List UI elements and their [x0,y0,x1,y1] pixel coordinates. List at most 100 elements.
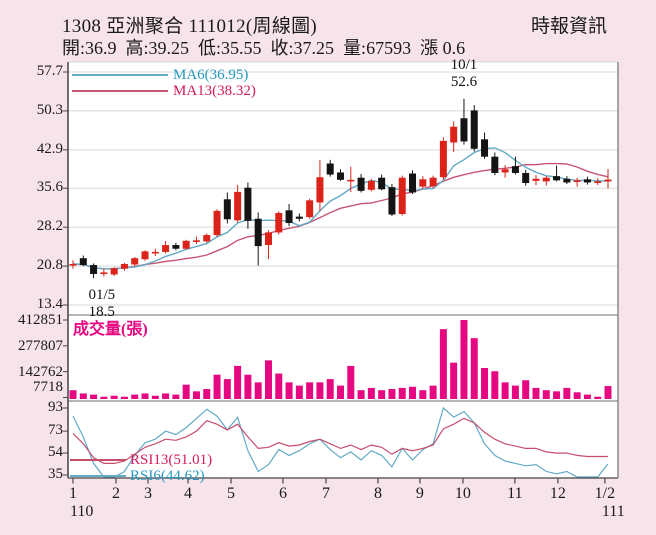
volume-bar [285,382,293,399]
x-axis-month-label: 8 [373,485,382,502]
volume-bar [131,394,139,399]
candle-body-down [357,177,365,191]
volume-bar [532,387,540,399]
volume-bar [79,393,87,399]
candle-body-down [79,258,87,266]
candle-body-down [254,218,262,247]
volume-bar [553,391,561,399]
candle-body-down [223,199,231,220]
volume-bar [223,379,231,399]
candle-body-down [553,176,561,181]
candle-body-up [501,169,509,173]
price-axis-label: 42.9 [36,140,63,157]
candle-body-down [409,173,417,193]
plot-background [68,62,618,478]
volume-bar [213,374,221,399]
ma13-legend: MA13(38.32) [72,83,256,99]
volume-axis-label: 7718 [33,379,63,395]
candle-body-down [244,187,252,221]
volume-bar [172,394,180,399]
volume-bar [398,387,406,399]
volume-bar [419,390,427,399]
x-axis-month-label: 10 [454,485,471,502]
volume-bar [244,374,252,399]
rsi13-legend: RSI13(51.01) [70,452,212,468]
volume-bar [563,387,571,399]
price-axis-label: 20.8 [36,257,63,274]
volume-bar [120,396,128,399]
volume-bar [69,390,77,399]
annotation-low: 01/5 18.5 [72,287,132,321]
candle-body-down [563,178,571,183]
volume-axis-label: 277807 [18,337,63,354]
x-axis-month-label: 1 [69,485,77,502]
volume-bar [357,390,365,399]
volume-bar [429,385,437,399]
candle-body-up [110,268,118,275]
volume-bar [264,360,272,399]
x-axis-month-label: 6 [278,485,287,502]
brand-label: 時報資訊 [531,16,608,37]
volume-bar [316,382,324,399]
rsi6-legend-swatch [70,475,126,477]
annotation-peak: 10/1 52.6 [434,57,494,91]
candle-body-down [511,166,519,173]
candle-body-up [573,180,581,182]
volume-bar [573,392,581,399]
candle-body-down [172,245,180,249]
candle-body-up [367,180,375,190]
volume-bar [501,382,509,399]
candle-body-down [491,156,499,173]
volume-bar [409,386,417,399]
quote-close: 收:37.25 [270,38,335,58]
candle-body-up [203,235,211,242]
x-axis-month-label: 2 [112,485,120,502]
volume-bar [511,385,519,399]
volume-bar [470,338,478,399]
rsi6-legend-label: RSI6(44.62) [130,468,205,484]
candle-body-up [275,212,283,233]
candle-body-down [388,187,396,215]
candle-body-down [295,216,303,219]
ma6-line [72,147,609,270]
price-axis-label: 28.2 [36,218,63,235]
volume-bar [203,389,211,399]
candle-body-up [141,251,149,260]
ma13-legend-label: MA13(38.32) [173,83,256,99]
candle-body-up [213,210,221,236]
candle-body-up [542,177,550,182]
quote-change: 漲 0.6 [420,38,466,58]
ma13-line [72,162,609,270]
candle-body-up [316,177,324,203]
volume-bar [162,393,170,399]
volume-panel-label: 成交量(張) [73,321,148,338]
candle-body-up [151,251,159,254]
candle-body-down [470,110,478,149]
candle-body-up [192,240,200,242]
volume-bar [583,394,591,399]
rsi13-legend-label: RSI13(51.01) [130,452,213,468]
candle-body-up [162,245,170,252]
price-axis-label: 35.6 [36,179,63,196]
volume-bar [254,382,262,399]
candle-body-down [460,118,468,142]
candle-body-up [120,263,128,269]
x-axis-month-label: 1/2 [594,485,616,502]
quote-line: 開:36.9 高:39.25 低:35.55 收:37.25 量:67593 漲… [62,34,465,60]
volume-bar [378,390,386,399]
quote-open: 開:36.9 [62,38,117,58]
candle-body-up [131,258,139,265]
candle-body-down [481,139,489,157]
candle-body-up [439,140,447,178]
volume-bar [234,365,242,399]
volume-axis-label: 142762 [18,363,63,380]
ma6-legend: MA6(36.95) [72,67,248,83]
candle-body-up [429,177,437,187]
rsi-axis-label: 35 [48,466,63,482]
ma6-legend-swatch [72,74,168,76]
volume-bar [481,368,489,399]
candle-body-up [69,263,77,266]
volume-bar [542,390,550,399]
candle-body-up [234,191,242,221]
